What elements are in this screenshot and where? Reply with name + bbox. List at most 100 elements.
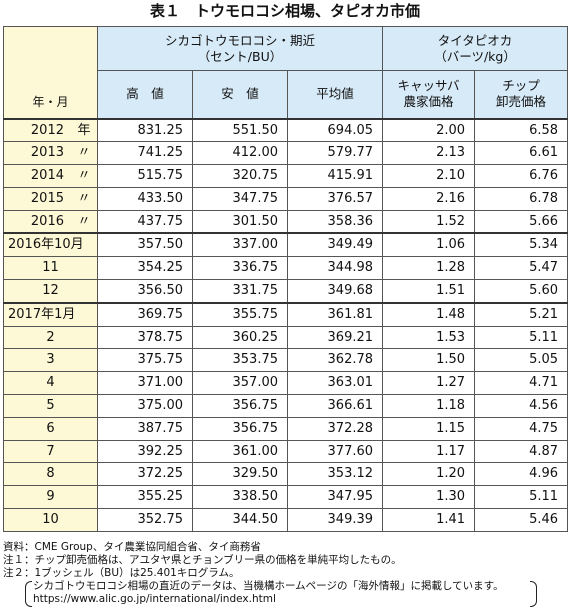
high-header: 高 値 [97, 70, 193, 119]
cell-low: 355.75 [192, 301, 288, 327]
cell-chip: 6.78 [474, 186, 569, 211]
cell-low: 551.50 [192, 117, 288, 143]
row-label: 2012 年 [3, 117, 98, 143]
row-label: 8 [3, 462, 98, 487]
cell-average: 415.91 [286, 164, 384, 188]
row-label: 11 [3, 256, 98, 281]
row-label: 2016年10月 [3, 232, 98, 258]
cell-chip: 5.11 [474, 325, 569, 350]
cell-average: 376.57 [286, 186, 384, 211]
cell-low: 320.75 [192, 164, 288, 188]
cell-high: 372.25 [97, 462, 193, 487]
cell-high: 437.75 [97, 209, 193, 234]
table-row: 9 355.25 338.50 347.95 1.30 5.11 [3, 485, 569, 510]
cell-cassava: 1.41 [382, 508, 476, 532]
cell-cassava: 2.10 [382, 164, 476, 188]
cell-chip: 6.58 [474, 117, 569, 143]
cell-low: 337.00 [192, 232, 288, 258]
row-label: 2017年1月 [3, 301, 98, 327]
cell-chip: 5.21 [474, 301, 569, 327]
cell-low: 357.00 [192, 371, 288, 396]
cell-average: 369.21 [286, 325, 384, 350]
table-row: 2013 〃 741.25 412.00 579.77 2.13 6.61 [3, 141, 569, 166]
table-row: 3 375.75 353.75 362.78 1.50 5.05 [3, 348, 569, 373]
table-row: 2015 〃 433.50 347.75 376.57 2.16 6.78 [3, 186, 569, 211]
table-title: 表１ トウモロコシ相場、タピオカ市価 [149, 2, 420, 20]
footnotes: 資料：CME Group、タイ農業協同組合省、タイ商務省 注１：チップ卸売価格は… [3, 541, 567, 607]
cell-average: 363.01 [286, 371, 384, 396]
cell-average: 694.05 [286, 117, 384, 143]
cell-high: 433.50 [97, 186, 193, 211]
cell-high: 355.25 [97, 485, 193, 510]
cell-high: 392.25 [97, 439, 193, 464]
cell-cassava: 1.06 [382, 232, 476, 258]
cell-average: 347.95 [286, 485, 384, 510]
table-row: 2 378.75 360.25 369.21 1.53 5.11 [3, 325, 569, 350]
cell-low: 356.75 [192, 416, 288, 441]
table-row: 4 371.00 357.00 363.01 1.27 4.71 [3, 371, 569, 396]
cell-high: 371.00 [97, 371, 193, 396]
cell-low: 344.50 [192, 508, 288, 532]
cell-cassava: 1.17 [382, 439, 476, 464]
cell-chip: 4.75 [474, 416, 569, 441]
cell-low: 361.00 [192, 439, 288, 464]
cell-average: 361.81 [286, 301, 384, 327]
table-row: 11 354.25 336.75 344.98 1.28 5.47 [3, 256, 569, 281]
row-label: 2013 〃 [3, 141, 98, 166]
row-label: 5 [3, 394, 98, 418]
cell-low: 329.50 [192, 462, 288, 487]
thai-tapioca-header: タイタピオカ （バーツ/kg） [382, 26, 569, 71]
table-row: 10 352.75 344.50 349.39 1.41 5.46 [3, 508, 569, 532]
cell-cassava: 1.28 [382, 256, 476, 281]
cell-high: 831.25 [97, 117, 193, 143]
cell-chip: 5.34 [474, 232, 569, 258]
cell-cassava: 1.20 [382, 462, 476, 487]
cell-high: 375.75 [97, 348, 193, 373]
source-note: 資料：CME Group、タイ農業協同組合省、タイ商務省 [3, 541, 261, 553]
table-row: 12 356.50 331.75 349.68 1.51 5.60 [3, 279, 569, 304]
cell-chip: 4.71 [474, 371, 569, 396]
cell-average: 349.68 [286, 279, 384, 304]
table-row: 2016 〃 437.75 301.50 358.36 1.52 5.66 [3, 209, 569, 234]
cell-chip: 6.61 [474, 141, 569, 166]
cell-cassava: 2.13 [382, 141, 476, 166]
cell-high: 369.75 [97, 301, 193, 327]
cell-cassava: 1.52 [382, 209, 476, 234]
cell-high: 352.75 [97, 508, 193, 532]
cell-low: 347.75 [192, 186, 288, 211]
cell-cassava: 1.51 [382, 279, 476, 304]
cell-low: 360.25 [192, 325, 288, 350]
table-row: 2017年1月 369.75 355.75 361.81 1.48 5.21 [3, 301, 569, 327]
cell-cassava: 1.48 [382, 301, 476, 327]
cell-chip: 5.47 [474, 256, 569, 281]
chicago-corn-header: シカゴトウモロコシ・期近 （セント/BU） [96, 26, 384, 71]
website-url[interactable]: https://www.alic.go.jp/international/ind… [33, 593, 276, 605]
row-label: 3 [3, 348, 98, 373]
cell-cassava: 1.18 [382, 394, 476, 418]
cell-chip: 5.05 [474, 348, 569, 373]
table-row: 2012 年 831.25 551.50 694.05 2.00 6.58 [3, 117, 569, 143]
cell-cassava: 1.50 [382, 348, 476, 373]
cell-average: 377.60 [286, 439, 384, 464]
cell-high: 387.75 [97, 416, 193, 441]
row-label: 9 [3, 485, 98, 510]
row-label: 2016 〃 [3, 209, 98, 234]
cell-high: 741.25 [97, 141, 193, 166]
cell-high: 515.75 [97, 164, 193, 188]
cell-average: 579.77 [286, 141, 384, 166]
row-label: 12 [3, 279, 98, 304]
cell-low: 301.50 [192, 209, 288, 234]
cell-low: 356.75 [192, 394, 288, 418]
cell-low: 412.00 [192, 141, 288, 166]
table-row: 6 387.75 356.75 372.28 1.15 4.75 [3, 416, 569, 441]
cell-chip: 5.66 [474, 209, 569, 234]
row-label-header: 年・月 [3, 26, 98, 119]
cell-average: 362.78 [286, 348, 384, 373]
cell-low: 331.75 [192, 279, 288, 304]
table-row: 7 392.25 361.00 377.60 1.17 4.87 [3, 439, 569, 464]
table-row: 2016年10月 357.50 337.00 349.49 1.06 5.34 [3, 232, 569, 258]
cell-chip: 6.76 [474, 164, 569, 188]
table-row: 5 375.00 356.75 366.61 1.18 4.56 [3, 394, 569, 418]
table-row: 8 372.25 329.50 353.12 1.20 4.96 [3, 462, 569, 487]
cell-cassava: 1.53 [382, 325, 476, 350]
